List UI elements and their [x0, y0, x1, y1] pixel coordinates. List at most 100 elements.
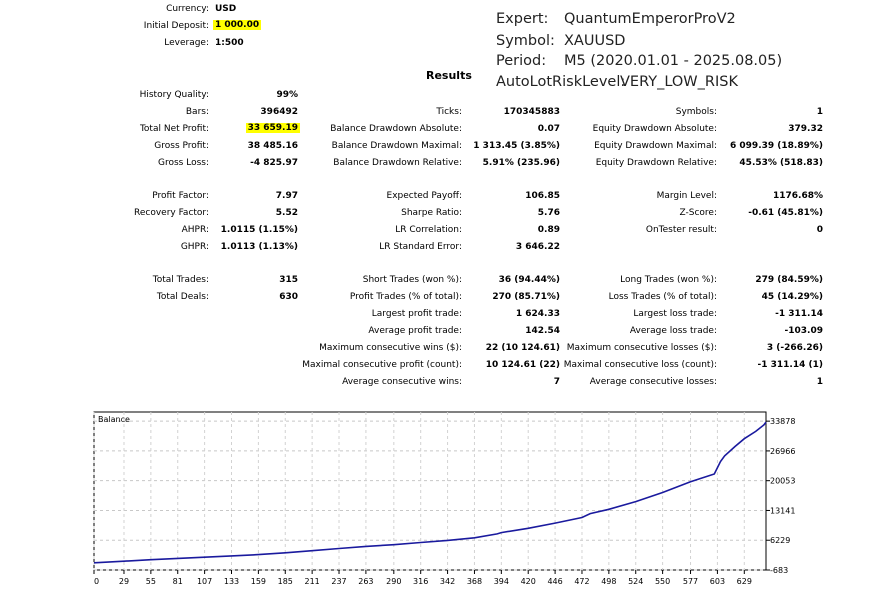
stat-value: 10 124.61 (22) [485, 360, 560, 370]
x-tick-label: 472 [574, 577, 589, 586]
stat-value: 5.52 [275, 208, 298, 218]
y-tick-label: 20053 [770, 477, 795, 486]
stat-label: Gross Profit: [154, 141, 209, 151]
stat-value: 0 [816, 225, 823, 235]
stat-value: 33 659.19 [245, 123, 300, 133]
stat-value: -103.09 [784, 326, 823, 336]
stat-value: 279 (84.59%) [755, 275, 823, 285]
stat-value: 1176.68% [772, 191, 823, 201]
stat-label: Balance Drawdown Relative: [333, 158, 462, 168]
x-tick-label: 577 [683, 577, 698, 586]
x-tick-label: 81 [173, 577, 183, 586]
stat-label: Sharpe Ratio: [401, 208, 462, 218]
x-tick-label: 342 [440, 577, 455, 586]
stat-value: 5.76 [537, 208, 560, 218]
stat-label: GHPR: [180, 242, 209, 252]
stat-label: Equity Drawdown Maximal: [594, 141, 717, 151]
balance-series-line [93, 421, 767, 564]
balance-chart: Balance 33878 26966 20053 13141 6229 -683 0 29… [93, 411, 795, 586]
stat-label: Balance Drawdown Absolute: [330, 124, 462, 134]
stat-value: 5.91% (235.96) [482, 158, 560, 168]
x-tick-label: 316 [413, 577, 428, 586]
stat-value: 45.53% (518.83) [739, 158, 823, 168]
stat-label: Equity Drawdown Relative: [595, 158, 717, 168]
stat-label: Gross Loss: [158, 158, 209, 168]
stat-label: Loss Trades (% of total): [608, 292, 717, 302]
stat-value: 22 (10 124.61) [485, 343, 560, 353]
risk-value: VERY_LOW_RISK [620, 74, 738, 90]
stat-label: Average loss trade: [629, 326, 717, 336]
stat-value: 38 485.16 [247, 141, 298, 151]
risk-label: AutoLotRiskLevel: [496, 74, 626, 90]
stat-label: Z-Score: [679, 208, 718, 218]
x-tick-label: 159 [251, 577, 266, 586]
stat-label: Total Net Profit: [139, 124, 209, 134]
stat-label: Average consecutive wins: [342, 377, 462, 387]
stat-label: OnTester result: [645, 225, 717, 235]
stat-value: -0.61 (45.81%) [748, 208, 823, 218]
expert-value: QuantumEmperorProV2 [564, 11, 736, 27]
stat-value: 1.0113 (1.13%) [220, 242, 298, 252]
x-tick-label: 629 [737, 577, 752, 586]
stat-label: Profit Trades (% of total): [349, 292, 462, 302]
leverage-value: 1:500 [215, 38, 244, 48]
stat-value: 1 [816, 107, 823, 117]
stat-value: -1 311.14 (1) [757, 360, 823, 370]
stat-value: 45 (14.29%) [761, 292, 823, 302]
x-tick-label: 0 [94, 577, 99, 586]
stat-label: LR Correlation: [395, 225, 462, 235]
stat-label: Largest loss trade: [633, 309, 717, 319]
x-tick-label: 550 [655, 577, 670, 586]
stat-label: Symbols: [675, 107, 717, 117]
stat-value: -4 825.97 [250, 158, 298, 168]
x-tick-label: 394 [494, 577, 509, 586]
stat-value: 36 (94.44%) [498, 275, 560, 285]
chart-title: Balance [98, 415, 130, 424]
stat-label: Profit Factor: [152, 191, 209, 201]
y-tick-label: 33878 [770, 417, 795, 426]
x-tick-label: 603 [710, 577, 725, 586]
stat-label: Margin Level: [656, 191, 717, 201]
x-tick-label: 237 [331, 577, 346, 586]
deposit-label: Initial Deposit: [143, 21, 209, 31]
leverage-label: Leverage: [164, 38, 209, 48]
x-tick-label: 290 [386, 577, 401, 586]
stat-value: 106.85 [525, 191, 560, 201]
stat-label: Balance Drawdown Maximal: [331, 141, 462, 151]
stat-label: Maximum consecutive wins ($): [319, 343, 462, 353]
stat-label: Maximal consecutive loss (count): [563, 360, 717, 370]
stat-label: Largest profit trade: [371, 309, 462, 319]
stat-value: 7 [553, 377, 560, 387]
stat-label: Ticks: [436, 107, 462, 117]
x-tick-label: 263 [358, 577, 373, 586]
expert-label: Expert: [496, 11, 549, 27]
period-value: M5 (2020.01.01 - 2025.08.05) [564, 53, 783, 69]
x-tick-label: 55 [146, 577, 156, 586]
y-tick-label: 6229 [770, 536, 790, 545]
stat-label: Maximal consecutive profit (count): [302, 360, 462, 370]
stat-value: 379.32 [788, 124, 823, 134]
currency-value: USD [215, 4, 237, 14]
stat-label: AHPR: [181, 225, 209, 235]
stat-label: Maximum consecutive losses ($): [566, 343, 717, 353]
x-tick-label: 368 [467, 577, 482, 586]
symbol-value: XAUUSD [564, 33, 626, 49]
symbol-label: Symbol: [496, 33, 555, 49]
stat-label: Total Trades: [152, 275, 209, 285]
y-tick-label: 26966 [770, 447, 795, 456]
stat-label: Bars: [185, 107, 209, 117]
results-title: Results [426, 69, 472, 82]
stat-value: 1 [816, 377, 823, 387]
stat-label: Total Deals: [156, 292, 209, 302]
stat-label: Short Trades (won %): [362, 275, 462, 285]
stat-label: Average profit trade: [368, 326, 462, 336]
stat-value: 0.89 [537, 225, 560, 235]
stat-value: 1 624.33 [515, 309, 560, 319]
stat-value: -1 311.14 [775, 309, 823, 319]
period-label: Period: [496, 53, 547, 69]
stat-label: Recovery Factor: [133, 208, 209, 218]
stat-value: 3 646.22 [515, 242, 560, 252]
x-tick-label: 29 [119, 577, 129, 586]
stat-value: 99% [276, 90, 298, 100]
stat-value: 0.07 [537, 124, 560, 134]
